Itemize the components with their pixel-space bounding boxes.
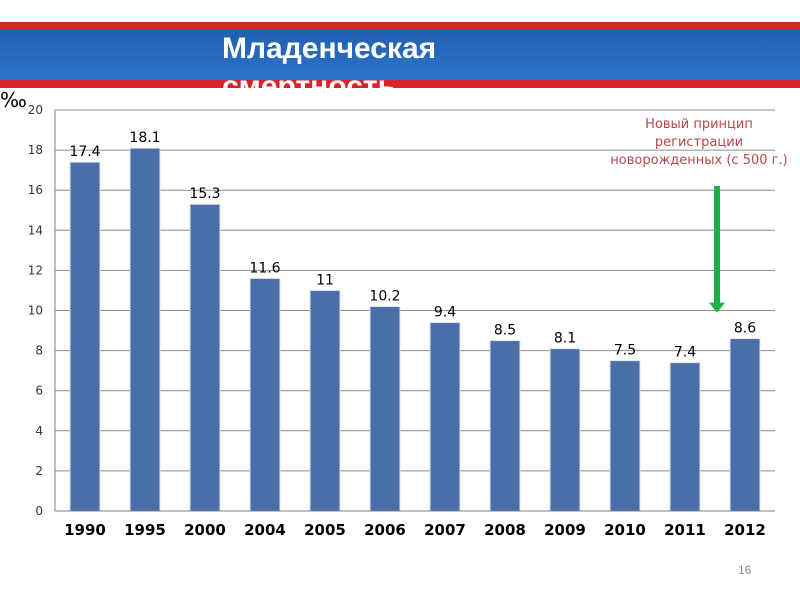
x-tick-label: 2006 [364,521,406,539]
y-tick-label: 10 [28,304,43,318]
data-label: 10.2 [369,288,400,304]
bar [69,161,101,512]
x-tick-label: 2010 [604,521,646,539]
data-label: 17.4 [69,144,100,160]
data-label: 8.6 [734,321,756,337]
y-tick-label: 12 [28,263,43,277]
data-label: 18.1 [129,130,160,146]
bar [489,340,521,512]
banner-blue-band [0,30,800,80]
x-tick-label: 2012 [724,521,766,539]
annotation-arrow-head [709,302,725,313]
bar [609,360,641,512]
bar [249,277,281,512]
y-axis-unit-label: ‰ [0,88,27,112]
bar [729,338,761,512]
x-tick-label: 2008 [484,521,526,539]
x-tick-label: 2011 [664,521,706,539]
y-tick-label: 16 [28,183,43,197]
y-tick-label: 0 [35,504,43,518]
data-label: 15.3 [189,186,220,202]
x-tick-label: 2009 [544,521,586,539]
y-tick-label: 6 [35,384,43,398]
y-tick-label: 20 [28,103,43,117]
data-label: 8.1 [554,331,576,347]
bar [309,289,341,512]
data-label: 11 [316,272,334,288]
y-tick-label: 14 [28,223,43,237]
data-label: 11.6 [249,260,280,276]
bar [429,322,461,512]
x-tick-label: 2005 [304,521,346,539]
page-title: Младенческая смертность [222,32,437,88]
bar [189,203,221,512]
x-tick-label: 2007 [424,521,466,539]
y-tick-label: 18 [28,143,43,157]
bar [669,362,701,512]
x-tick-label: 2004 [244,521,286,539]
y-tick-label: 4 [35,424,43,438]
y-tick-label: 8 [35,344,43,358]
y-tick-label: 2 [35,464,43,478]
bar [129,147,161,512]
annotation-text: Новый принцип регистрации новорожденных … [610,117,788,168]
data-label: 7.4 [674,345,696,361]
banner-red-stripe-bottom [0,80,800,88]
data-label: 7.5 [614,343,636,359]
data-label: 9.4 [434,305,456,321]
x-tick-label: 2000 [184,521,226,539]
banner-red-stripe-top [0,22,800,30]
data-label: 8.5 [494,323,516,339]
x-tick-label: 1995 [124,521,166,539]
bar [549,348,581,512]
page-number: 16 [738,563,752,577]
x-tick-label: 1990 [64,521,106,539]
bar [369,305,401,512]
header-banner: Младенческая смертность [0,22,800,88]
